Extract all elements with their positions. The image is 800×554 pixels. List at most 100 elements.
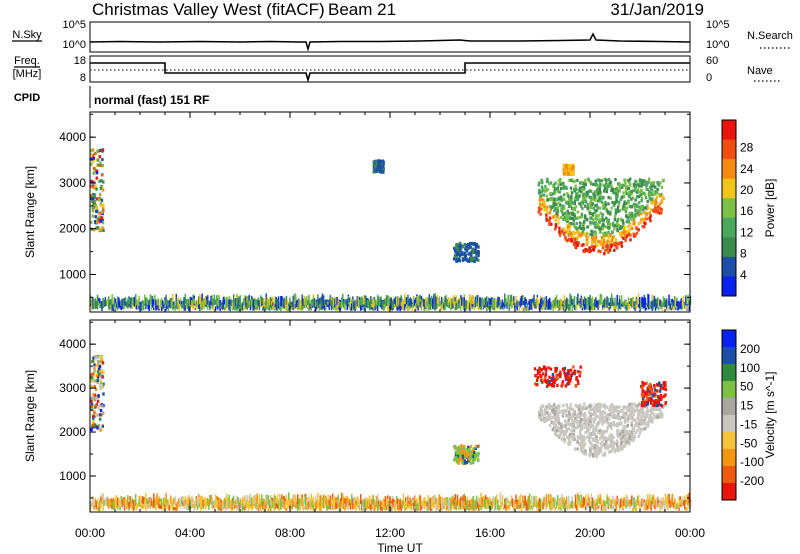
ground-scatter-cell [141,299,144,308]
ground-scatter-cell [340,492,343,504]
ground-scatter-cell [308,294,310,304]
echo-cell [619,217,623,221]
ground-scatter-cell [201,501,203,510]
echo-cell [623,194,626,199]
echo-cell [622,434,626,438]
echo-cell [574,216,577,220]
echo-cell [612,435,615,439]
ground-scatter-cell [93,301,95,308]
ground-scatter-cell [610,295,613,307]
echo-cell [637,195,641,199]
echo-cell [539,405,542,410]
echo-cell [545,213,548,217]
ground-scatter-cell [514,305,516,310]
echo-cell [608,248,612,252]
echo-cell [94,215,97,219]
ground-scatter-cell [370,298,372,310]
ground-scatter-cell [297,304,299,311]
ground-scatter-cell [657,502,659,508]
echo-cell [601,246,605,250]
ground-scatter-cell [154,499,156,505]
echo-cell [94,184,97,188]
ground-scatter-cell [483,498,486,508]
ground-scatter-cell [457,305,460,309]
ground-scatter-cell [420,499,423,506]
echo-cell [578,430,582,434]
echo-cell [592,192,595,196]
echo-cell [661,195,664,199]
echo-cell [581,214,584,219]
ground-scatter-cell [571,299,573,305]
ground-scatter-cell [426,297,428,305]
ground-scatter-cell [236,293,238,305]
ground-scatter-cell [688,300,690,312]
ground-scatter-cell [91,502,93,508]
echo-cell [102,207,105,211]
echo-cell [571,429,574,433]
ground-scatter-cell [301,294,303,304]
echo-cell [622,221,625,225]
ground-scatter-cell [387,305,389,309]
ground-scatter-cell [270,495,272,505]
ground-scatter-cell [654,298,657,307]
echo-cell [600,236,604,240]
ground-scatter-cell [421,501,424,508]
ground-scatter-cell [534,301,536,306]
echo-cell [574,426,578,430]
ground-scatter-cell [666,497,668,508]
ground-scatter-cell [285,306,288,311]
echo-cell [578,215,582,219]
ground-scatter-cell [550,501,552,511]
ground-scatter-cell [434,497,436,504]
ground-scatter-cell [177,498,180,504]
ground-scatter-cell [405,501,407,508]
ground-scatter-cell [621,500,623,507]
ground-scatter-cell [160,297,163,306]
ground-scatter-cell [673,498,676,505]
ground-scatter-cell [276,503,279,508]
echo-cell [570,191,574,195]
ground-scatter-cell [685,499,687,504]
ground-scatter-cell [609,303,612,309]
ground-scatter-cell [97,501,100,508]
echo-cell [382,161,385,165]
ground-scatter-cell [168,505,171,511]
ground-scatter-cell [335,502,337,510]
echo-cell [586,225,589,229]
echo-cell [576,435,579,439]
ground-scatter-cell [121,499,123,508]
ground-scatter-cell [222,499,225,506]
ground-scatter-cell [495,496,497,507]
ground-scatter-cell [108,301,110,310]
echo-cell [604,245,608,249]
ground-scatter-cell [96,506,99,511]
echo-cell [640,411,643,415]
echo-cell [660,211,663,215]
ground-scatter-cell [571,496,573,505]
ground-scatter-cell [288,500,290,508]
ground-scatter-cell [372,307,374,311]
ground-scatter-cell [159,299,162,306]
ground-scatter-cell [496,301,498,309]
ground-scatter-cell [231,500,234,511]
ground-scatter-cell [624,499,626,508]
ground-scatter-cell [213,294,216,306]
echo-cell [655,201,658,205]
echo-cell [650,415,653,420]
echo-cell [591,429,595,433]
ground-scatter-cell [406,504,408,511]
echo-cell [583,419,586,423]
ground-scatter-cell [509,500,512,508]
echo-cell [612,423,615,427]
ground-scatter-cell [673,296,676,307]
ground-scatter-cell [483,297,486,306]
echo-cell [101,188,105,192]
ground-scatter-cell [292,301,294,311]
echo-cell [576,414,579,418]
echo-cell [456,251,460,255]
ground-scatter-cell [273,497,275,504]
ground-scatter-cell [455,305,458,311]
ground-scatter-cell [306,501,308,508]
ground-scatter-cell [121,298,123,309]
ground-scatter-cell [549,500,551,509]
